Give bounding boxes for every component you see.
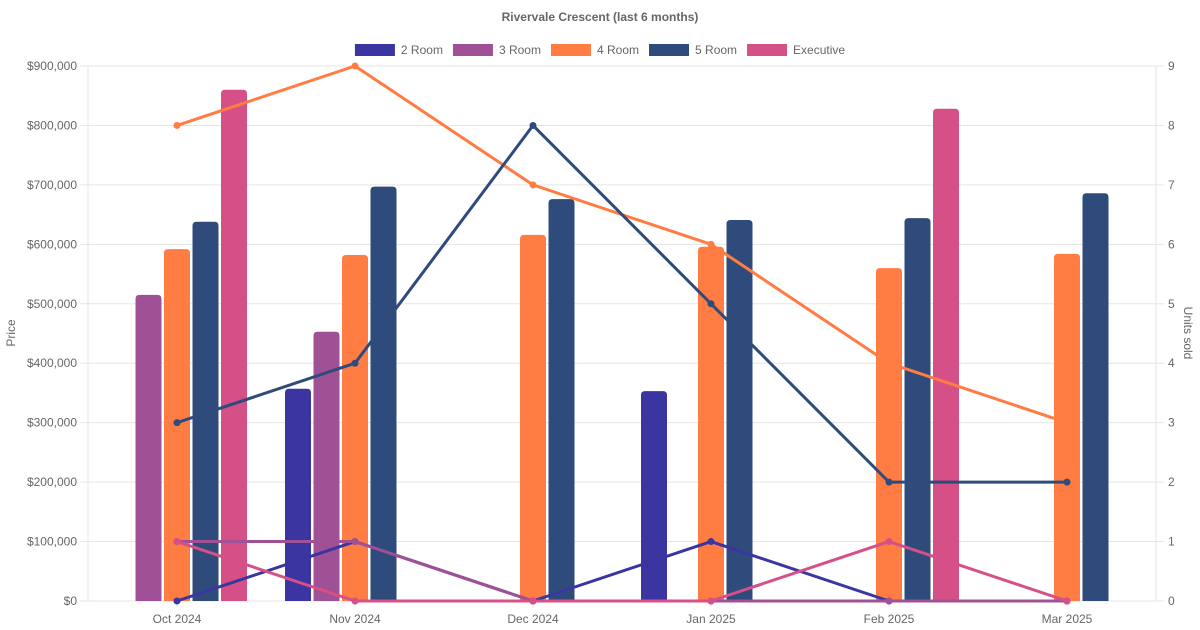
legend-label: Executive [793, 43, 845, 57]
bar-3-room[interactable] [313, 331, 340, 601]
bar-4-room[interactable] [520, 234, 546, 602]
bar-4-room[interactable] [698, 246, 724, 601]
x-axis: Oct 2024 Nov 2024 Dec 2024 Jan 2025 Feb 2025… [153, 601, 1093, 626]
line-point[interactable] [351, 538, 359, 546]
x-tick-label: Dec 2024 [507, 612, 559, 626]
x-tick-label: Nov 2024 [329, 612, 381, 626]
y-tick-label: $0 [64, 594, 78, 608]
line-point[interactable] [529, 121, 537, 129]
y2-tick-label: 9 [1168, 59, 1175, 73]
line-point[interactable] [173, 419, 181, 427]
lines [173, 62, 1071, 605]
y2-tick-label: 3 [1168, 416, 1175, 430]
bar-executive[interactable] [221, 89, 247, 602]
legend-item[interactable]: 2 Room [354, 43, 443, 57]
y-axis-title: Price [4, 319, 18, 347]
y-tick-label: $700,000 [27, 178, 77, 192]
line-point[interactable] [1063, 419, 1071, 427]
line-point[interactable] [529, 181, 537, 189]
legend-label: 4 Room [597, 43, 639, 57]
bar-4-room[interactable] [876, 268, 902, 601]
bar-5-room[interactable] [726, 219, 753, 601]
legend-item[interactable]: Executive [747, 43, 845, 57]
x-tick-label: Mar 2025 [1042, 612, 1093, 626]
y-tick-label: $900,000 [27, 59, 77, 73]
line-point[interactable] [173, 597, 181, 605]
legend-item[interactable]: 3 Room [452, 43, 541, 57]
bar-2-room[interactable] [641, 391, 667, 601]
chart-title: Rivervale Crescent (last 6 months) [502, 10, 699, 24]
legend-item[interactable]: 5 Room [649, 43, 737, 57]
line-point[interactable] [351, 597, 359, 605]
y2-tick-label: 5 [1168, 297, 1175, 311]
legend-swatch [649, 44, 690, 56]
legend-swatch [550, 44, 591, 56]
line-point[interactable] [885, 597, 893, 605]
line-point[interactable] [707, 597, 715, 605]
legend-label: 5 Room [695, 43, 737, 57]
line-point[interactable] [707, 538, 715, 546]
x-tick-label: Oct 2024 [153, 612, 202, 626]
bar-executive[interactable] [933, 108, 959, 602]
y-tick-label: $800,000 [27, 118, 77, 132]
bar-5-room[interactable] [192, 221, 219, 601]
line-executive [176, 540, 1068, 603]
legend-item[interactable]: 4 Room [550, 43, 639, 57]
y-tick-label: $200,000 [27, 475, 77, 489]
line-point[interactable] [173, 538, 181, 546]
line-point[interactable] [885, 359, 893, 367]
x-tick-label: Feb 2025 [864, 612, 915, 626]
legend-swatch [452, 44, 493, 56]
line-point[interactable] [529, 597, 537, 605]
y2-tick-label: 8 [1168, 118, 1175, 132]
y-tick-label: $100,000 [27, 535, 77, 549]
line-point[interactable] [707, 300, 715, 308]
legend-swatch [747, 44, 788, 56]
y-tick-label: $500,000 [27, 297, 77, 311]
y2-tick-label: 7 [1168, 178, 1175, 192]
bar-5-room[interactable] [904, 218, 931, 601]
bar-2-room[interactable] [285, 388, 311, 601]
bar-3-room[interactable] [135, 294, 162, 601]
bar-5-room[interactable] [1082, 193, 1109, 601]
line-point[interactable] [885, 478, 893, 486]
bar-5-room[interactable] [370, 186, 397, 601]
line-point[interactable] [707, 240, 715, 248]
y-tick-label: $400,000 [27, 356, 77, 370]
y-tick-label: $300,000 [27, 416, 77, 430]
y2-tick-label: 0 [1168, 594, 1175, 608]
y2-tick-label: 2 [1168, 475, 1175, 489]
y-axis-left: $0 $100,000 $200,000 $300,000 $400,000 $500,0… [27, 59, 77, 608]
line-point[interactable] [173, 121, 181, 129]
bar-5-room[interactable] [548, 199, 575, 601]
y-axis-right: 0 1 2 3 4 5 6 7 8 9 [1156, 59, 1175, 608]
bars [135, 89, 1109, 602]
line-point[interactable] [351, 359, 359, 367]
legend-label: 2 Room [401, 43, 443, 57]
line-5-room [176, 123, 1067, 484]
line-point[interactable] [1063, 478, 1071, 486]
legend-swatch [354, 44, 395, 56]
line-point[interactable] [885, 538, 893, 546]
line-point[interactable] [351, 62, 359, 70]
y-tick-label: $600,000 [27, 237, 77, 251]
legend-label: 3 Room [499, 43, 541, 57]
bar-4-room[interactable] [1054, 253, 1080, 601]
legend: 2 Room 3 Room 4 Room 5 Room Executive [354, 43, 845, 57]
line-point[interactable] [1063, 597, 1071, 605]
y2-axis-title: Units sold [1181, 307, 1195, 360]
y2-tick-label: 6 [1168, 237, 1175, 251]
y2-tick-label: 4 [1168, 356, 1175, 370]
bar-4-room[interactable] [342, 255, 368, 602]
y2-tick-label: 1 [1168, 535, 1175, 549]
x-tick-label: Jan 2025 [686, 612, 736, 626]
